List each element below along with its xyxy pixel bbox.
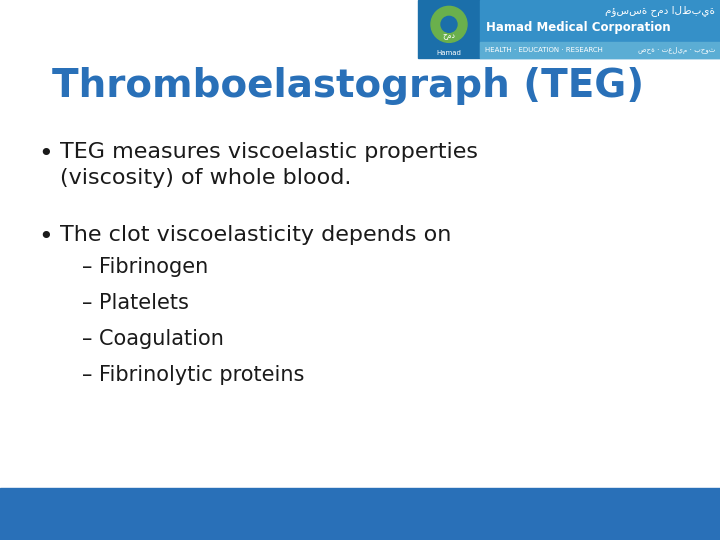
Text: Thromboelastograph (TEG): Thromboelastograph (TEG)	[52, 67, 644, 105]
Text: Hamad Medical Corporation: Hamad Medical Corporation	[486, 21, 670, 34]
Text: Hamad: Hamad	[436, 50, 462, 56]
Text: صحة · تعليم · بحوث: صحة · تعليم · بحوث	[638, 46, 715, 53]
Bar	[480, 0, 720, 58]
Bar	[0, 488, 720, 540]
Text: حمد: حمد	[443, 31, 456, 40]
Text: •: •	[38, 142, 53, 166]
Text: – Platelets: – Platelets	[82, 293, 189, 313]
Text: (viscosity) of whole blood.: (viscosity) of whole blood.	[60, 168, 351, 188]
Circle shape	[441, 16, 457, 32]
Text: •: •	[38, 225, 53, 249]
Bar	[480, 42, 720, 58]
Text: – Fibrinolytic proteins: – Fibrinolytic proteins	[82, 365, 305, 385]
Text: TEG measures viscoelastic properties: TEG measures viscoelastic properties	[60, 142, 478, 162]
Text: – Coagulation: – Coagulation	[82, 329, 224, 349]
Text: The clot viscoelasticity depends on: The clot viscoelasticity depends on	[60, 225, 451, 245]
Bar	[418, 0, 480, 58]
Circle shape	[431, 6, 467, 42]
Text: HEALTH · EDUCATION · RESEARCH: HEALTH · EDUCATION · RESEARCH	[485, 47, 603, 53]
Text: مؤسسة حمد الطبية: مؤسسة حمد الطبية	[605, 5, 715, 16]
Text: – Fibrinogen: – Fibrinogen	[82, 257, 208, 277]
